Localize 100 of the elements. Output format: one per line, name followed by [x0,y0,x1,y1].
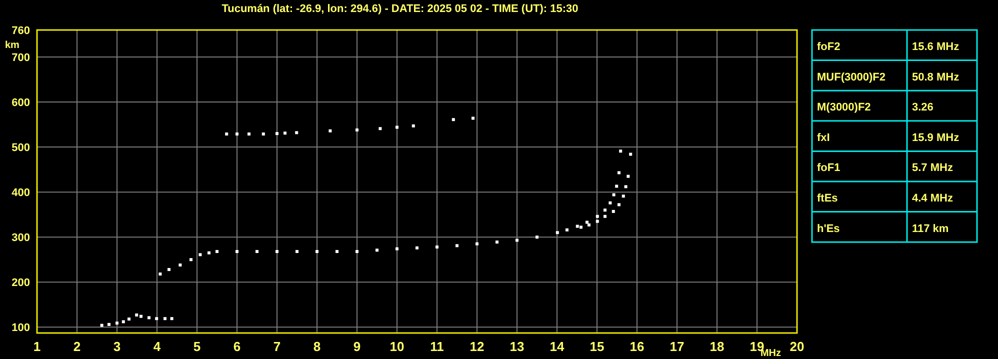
point [588,223,590,226]
point [452,118,455,122]
point [615,184,618,188]
point [122,320,125,324]
point [164,317,166,320]
point [336,250,338,254]
x-tick-label: 17 [670,339,684,354]
category-label: h'Es [817,222,840,235]
point [456,244,458,248]
point [436,246,438,249]
point [472,116,474,120]
point [248,132,250,136]
x-tick-label: 4 [153,339,162,354]
y-tick-label: 760 [12,25,30,37]
x-tick-label: 11 [430,339,444,354]
text: 50.8 MHz [912,71,960,84]
point [576,224,579,228]
point [612,193,616,196]
point [140,314,142,318]
category-label: foF2 [817,41,840,53]
point [328,129,332,132]
point [198,253,202,256]
point [629,152,632,156]
x-tick-label: 5 [193,339,201,354]
point [128,318,130,321]
x-tick-label: 1 [33,339,41,354]
x-tick-label: 6 [233,339,241,354]
category-label: foF1 [817,162,840,174]
point [608,201,612,204]
y-tick-label: 400 [12,187,30,200]
x-tick-label: 13 [510,339,524,354]
text: 15.6 MHz [912,41,960,53]
y-axis-title: km [5,40,20,51]
point [356,250,358,254]
point [580,226,582,229]
point [276,250,278,254]
x-tick-label: 15 [590,339,604,354]
point [148,316,150,320]
category-label: M(3000)F2 [817,102,871,114]
x-tick-label: 18 [710,339,724,354]
point [412,124,415,128]
text: 5.7 MHz [912,162,953,174]
y-tick-label: 600 [12,97,30,110]
point [168,268,170,272]
x-tick-label: 14 [550,339,565,354]
point [155,317,158,320]
point [596,220,599,223]
point [256,250,258,254]
point [116,322,118,325]
category-label: fxI [817,132,830,144]
point [296,250,298,254]
point [476,242,478,246]
point [262,132,265,136]
point [376,248,378,252]
text: 117 km [912,222,949,235]
point [612,210,615,213]
y-tick-label: 700 [12,52,30,64]
x-tick-label: 10 [390,339,404,354]
point [596,214,599,218]
point [626,174,630,178]
point [316,250,318,254]
point [516,238,518,242]
point [604,208,606,212]
point [208,251,210,254]
x-tick-label: 2 [73,339,81,354]
text: 15.9 MHz [912,132,960,144]
point [295,131,298,134]
point [396,247,398,250]
point [108,322,110,326]
x-tick-label: 9 [353,339,361,354]
y-tick-label: 200 [12,277,30,290]
point [100,324,104,327]
point [496,240,498,244]
point [416,246,418,250]
category-label: MUF(3000)F2 [817,71,886,84]
y-tick-label: 300 [12,232,30,244]
point [619,150,622,153]
chart-title: Tucumán (lat: -26.9, lon: 294.6) - DATE: 2025 05 02 - TIME (UT): 15:30 [222,3,578,15]
x-tick-label: 7 [273,339,281,354]
point [624,185,628,188]
point [225,132,228,136]
x-tick-label: 12 [470,339,484,354]
point [135,313,138,316]
x-tick-label: 20 [790,339,804,354]
point [378,127,382,130]
point [622,194,625,198]
x-tick-label: 3 [113,339,121,354]
point [396,126,398,129]
point [276,132,278,136]
category-label: ftEs [817,192,838,204]
point [618,171,620,174]
point [236,132,238,136]
point [604,214,606,218]
point [170,317,174,320]
point [618,203,620,206]
y-tick-label: 100 [12,322,30,334]
y-tick-label: 500 [12,142,30,154]
point [556,231,559,234]
text: 4.4 MHz [912,192,953,204]
text: 3.26 [912,102,934,114]
